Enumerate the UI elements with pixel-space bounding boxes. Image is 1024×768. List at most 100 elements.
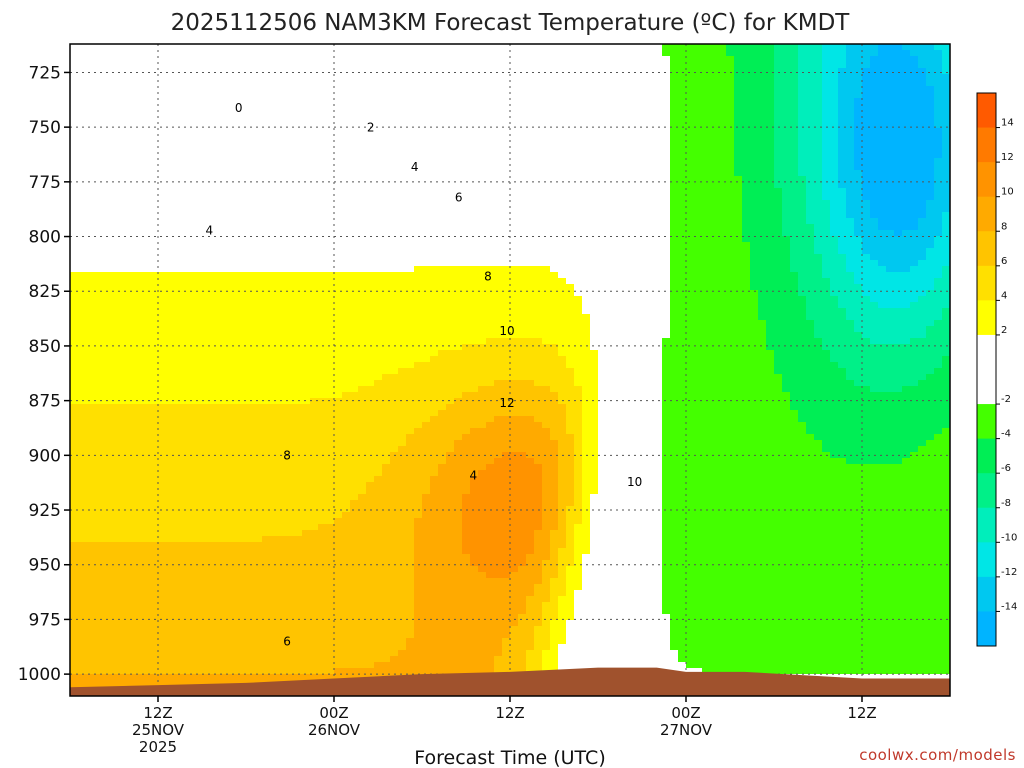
field-cell [286,578,295,585]
field-cell [334,662,343,669]
field-cell [150,596,159,603]
field-cell [278,176,287,183]
field-cell [222,170,231,177]
field-cell [278,434,287,441]
field-cell [430,488,439,495]
field-cell [174,128,183,135]
field-cell [310,218,319,225]
field-cell [398,524,407,531]
field-cell [94,254,103,261]
field-cell [318,56,327,63]
field-cell [118,416,127,423]
field-cell [358,668,367,675]
field-cell [118,152,127,159]
field-cell [254,446,263,453]
field-cell [334,152,343,159]
field-cell [150,590,159,597]
field-cell [70,80,79,87]
field-cell [366,572,375,579]
field-cell [126,488,135,495]
field-cell [382,224,391,231]
field-cell [326,488,335,495]
field-cell [182,512,191,519]
field-cell [134,548,143,555]
field-cell [398,308,407,315]
field-cell [398,314,407,321]
field-cell [94,464,103,471]
field-cell [270,398,279,405]
field-cell [390,326,399,333]
field-cell [102,320,111,327]
field-cell [238,602,247,609]
field-cell [230,290,239,297]
field-cell [350,428,359,435]
field-cell [86,284,95,291]
field-cell [214,668,223,675]
field-cell [414,578,423,585]
field-cell [286,116,295,123]
field-cell [222,560,231,567]
field-cell [190,206,199,213]
field-cell [406,380,415,387]
field-cell [70,374,79,381]
field-cell [214,308,223,315]
field-cell [102,104,111,111]
field-cell [126,146,135,153]
field-cell [398,200,407,207]
field-cell [350,512,359,519]
field-cell [310,74,319,81]
field-cell [310,272,319,279]
field-cell [342,572,351,579]
field-cell [94,656,103,663]
field-cell [134,44,143,51]
field-cell [86,428,95,435]
field-cell [326,446,335,453]
field-cell [358,158,367,165]
field-cell [342,584,351,591]
field-cell [110,680,119,687]
field-cell [398,110,407,117]
field-cell [182,602,191,609]
field-cell [214,272,223,279]
field-cell [150,470,159,477]
field-cell [238,290,247,297]
field-cell [158,596,167,603]
field-cell [142,548,151,555]
field-cell [118,44,127,51]
field-cell [430,476,439,483]
field-cell [430,74,439,81]
field-cell [278,488,287,495]
field-cell [110,554,119,561]
field-cell [150,140,159,147]
field-cell [358,380,367,387]
field-cell [374,350,383,357]
field-cell [134,134,143,141]
field-cell [150,158,159,165]
field-cell [382,296,391,303]
field-cell [422,254,431,261]
field-cell [158,398,167,405]
field-cell [86,542,95,549]
field-cell [414,488,423,495]
field-cell [374,602,383,609]
field-cell [366,524,375,531]
field-cell [238,56,247,63]
field-cell [246,398,255,405]
field-cell [102,422,111,429]
field-cell [422,446,431,453]
field-cell [414,170,423,177]
field-cell [86,56,95,63]
field-cell [278,158,287,165]
field-cell [102,176,111,183]
field-cell [230,260,239,267]
field-cell [206,332,215,339]
field-cell [174,536,183,543]
field-cell [350,626,359,633]
field-cell [286,614,295,621]
field-cell [294,164,303,171]
field-cell [246,116,255,123]
field-cell [86,668,95,675]
field-cell [126,230,135,237]
field-cell [118,350,127,357]
field-cell [182,146,191,153]
